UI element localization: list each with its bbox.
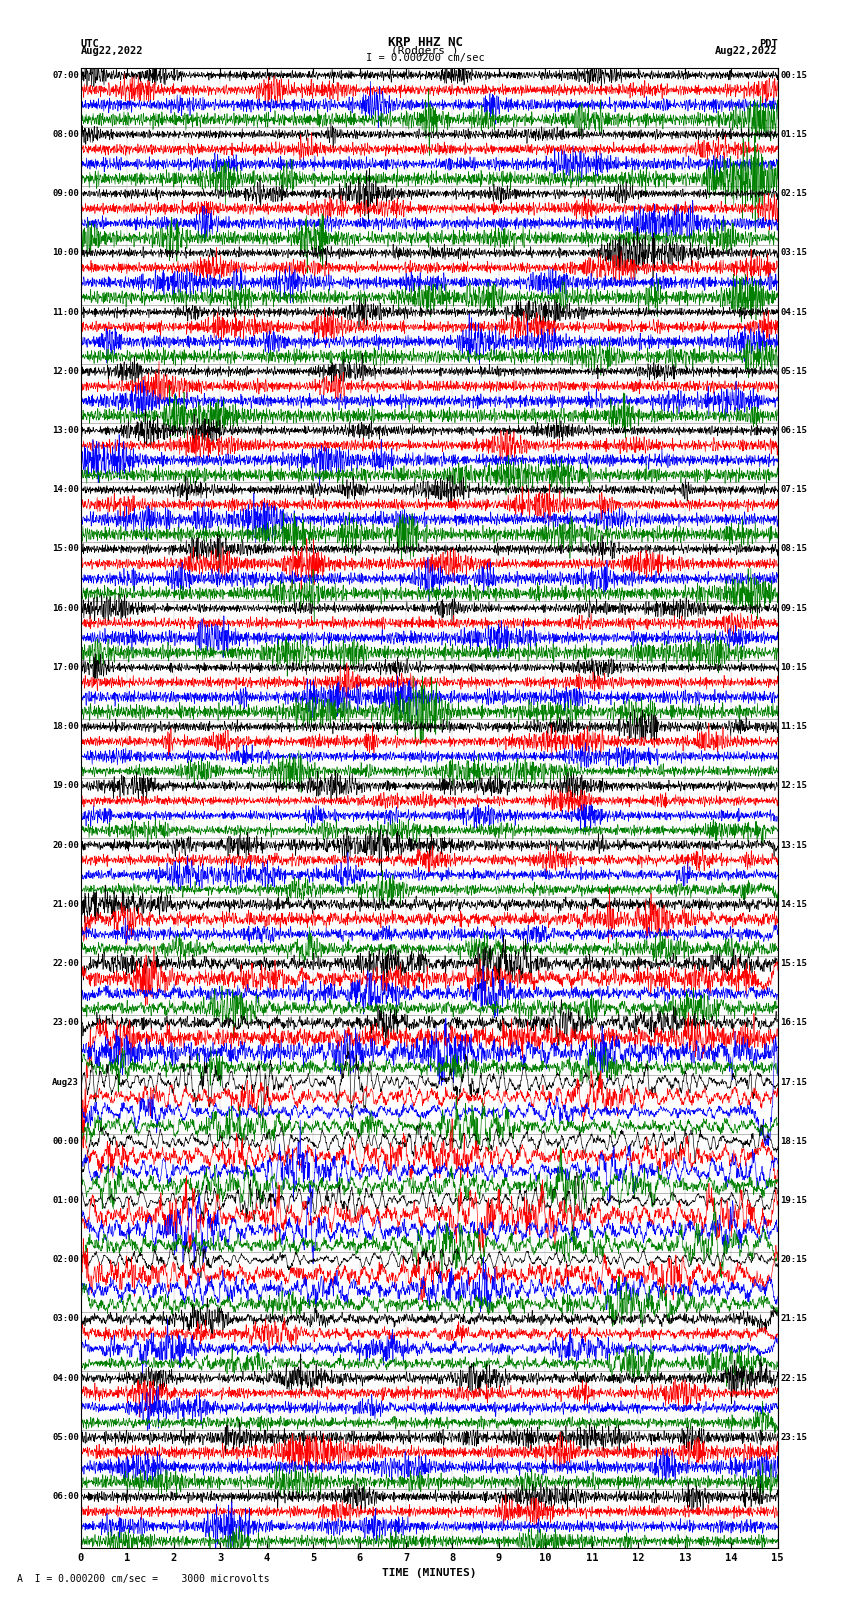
- Text: 10:00: 10:00: [52, 248, 79, 258]
- Text: 14:15: 14:15: [780, 900, 808, 908]
- Text: Aug22,2022: Aug22,2022: [715, 47, 778, 56]
- Text: 15:00: 15:00: [52, 545, 79, 553]
- Text: 11:00: 11:00: [52, 308, 79, 316]
- Text: 18:00: 18:00: [52, 723, 79, 731]
- Text: 12:15: 12:15: [780, 781, 808, 790]
- Text: 03:00: 03:00: [52, 1315, 79, 1323]
- Text: 06:15: 06:15: [780, 426, 808, 436]
- Text: I = 0.000200 cm/sec: I = 0.000200 cm/sec: [366, 53, 484, 63]
- Text: 04:15: 04:15: [780, 308, 808, 316]
- Text: 21:15: 21:15: [780, 1315, 808, 1323]
- Text: 19:00: 19:00: [52, 781, 79, 790]
- Text: 10:15: 10:15: [780, 663, 808, 673]
- Text: 01:00: 01:00: [52, 1195, 79, 1205]
- Text: 23:00: 23:00: [52, 1018, 79, 1027]
- Text: 02:00: 02:00: [52, 1255, 79, 1265]
- X-axis label: TIME (MINUTES): TIME (MINUTES): [382, 1568, 477, 1578]
- Text: 06:00: 06:00: [52, 1492, 79, 1502]
- Text: 20:00: 20:00: [52, 840, 79, 850]
- Text: Aug23: Aug23: [52, 1077, 79, 1087]
- Text: 17:00: 17:00: [52, 663, 79, 673]
- Text: 07:00: 07:00: [52, 71, 79, 79]
- Text: 00:00: 00:00: [52, 1137, 79, 1145]
- Text: 04:00: 04:00: [52, 1374, 79, 1382]
- Text: 15:15: 15:15: [780, 960, 808, 968]
- Text: 21:00: 21:00: [52, 900, 79, 908]
- Text: UTC: UTC: [81, 39, 99, 50]
- Text: 18:15: 18:15: [780, 1137, 808, 1145]
- Text: KRP HHZ NC: KRP HHZ NC: [388, 35, 462, 50]
- Text: 07:15: 07:15: [780, 486, 808, 494]
- Text: 13:00: 13:00: [52, 426, 79, 436]
- Text: 02:15: 02:15: [780, 189, 808, 198]
- Text: 22:00: 22:00: [52, 960, 79, 968]
- Text: 20:15: 20:15: [780, 1255, 808, 1265]
- Text: 08:15: 08:15: [780, 545, 808, 553]
- Text: 05:15: 05:15: [780, 366, 808, 376]
- Text: 09:00: 09:00: [52, 189, 79, 198]
- Text: 13:15: 13:15: [780, 840, 808, 850]
- Text: 03:15: 03:15: [780, 248, 808, 258]
- Text: A  I = 0.000200 cm/sec =    3000 microvolts: A I = 0.000200 cm/sec = 3000 microvolts: [17, 1574, 269, 1584]
- Text: 17:15: 17:15: [780, 1077, 808, 1087]
- Text: 05:00: 05:00: [52, 1432, 79, 1442]
- Text: 19:15: 19:15: [780, 1195, 808, 1205]
- Text: 00:15: 00:15: [780, 71, 808, 79]
- Text: 22:15: 22:15: [780, 1374, 808, 1382]
- Text: 01:15: 01:15: [780, 131, 808, 139]
- Text: PDT: PDT: [759, 39, 778, 50]
- Text: 09:15: 09:15: [780, 603, 808, 613]
- Text: (Rodgers ): (Rodgers ): [391, 47, 459, 56]
- Text: 16:15: 16:15: [780, 1018, 808, 1027]
- Text: 12:00: 12:00: [52, 366, 79, 376]
- Text: 16:00: 16:00: [52, 603, 79, 613]
- Text: 11:15: 11:15: [780, 723, 808, 731]
- Text: 23:15: 23:15: [780, 1432, 808, 1442]
- Text: Aug22,2022: Aug22,2022: [81, 47, 144, 56]
- Text: 14:00: 14:00: [52, 486, 79, 494]
- Text: 08:00: 08:00: [52, 131, 79, 139]
